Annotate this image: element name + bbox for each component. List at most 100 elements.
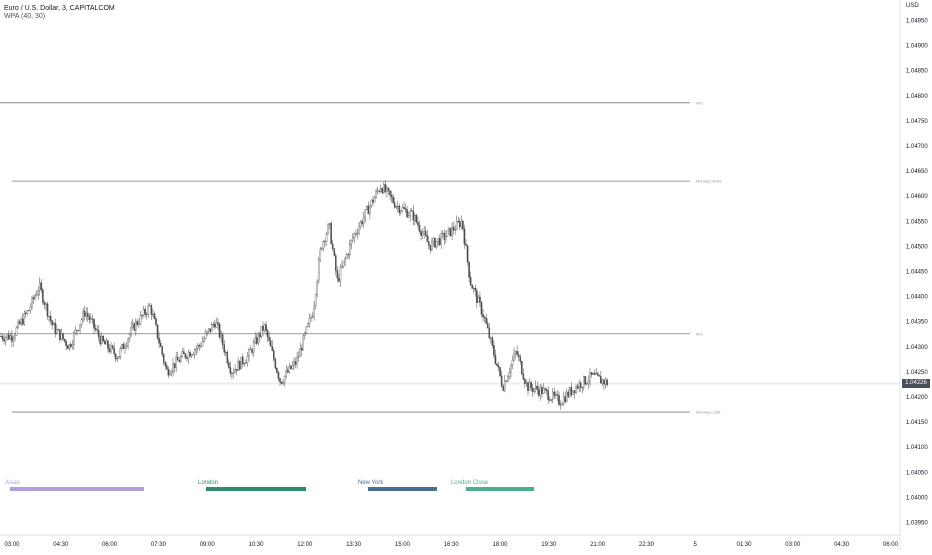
candle-down xyxy=(122,344,125,349)
time-axis[interactable]: 03:00 04:30 06:00 07:30 09:00 10:30 12:00 13:30… xyxy=(4,542,898,548)
candle-down xyxy=(596,372,599,376)
candle-up xyxy=(20,318,22,325)
price-tick-label: 1.04350 xyxy=(906,320,928,326)
candle-up xyxy=(572,390,574,395)
price-tick-label: 1.04450 xyxy=(906,270,928,276)
candle-down xyxy=(167,369,170,376)
candle-down xyxy=(424,230,427,236)
candle-down xyxy=(249,349,252,351)
level-label: Monday HIGH xyxy=(696,179,721,184)
candle-down xyxy=(43,302,46,306)
candle-up xyxy=(375,191,377,198)
price-tick-label: 1.04000 xyxy=(906,495,928,501)
candle-down xyxy=(189,352,191,357)
candle-up xyxy=(528,382,531,391)
candle-up xyxy=(314,294,317,307)
candle-down xyxy=(463,228,466,245)
candle-down xyxy=(114,353,117,360)
candle-down xyxy=(141,314,143,316)
candle-up xyxy=(348,244,351,256)
candle-down xyxy=(499,367,501,376)
price-axis[interactable]: 1.04950 1.04900 1.04850 1.04800 1.04750 1.047… xyxy=(906,19,928,527)
candle-up xyxy=(562,396,565,404)
candle-down xyxy=(545,388,548,391)
candle-down xyxy=(541,387,543,395)
candle-up xyxy=(311,316,314,318)
candle-up xyxy=(525,382,528,384)
candle-up xyxy=(460,220,463,227)
candle-up xyxy=(395,206,398,208)
candle-up xyxy=(131,323,134,328)
time-tick-label: 21:00 xyxy=(590,542,606,548)
candle-up xyxy=(80,319,83,325)
candle-up xyxy=(451,226,453,237)
candle-down xyxy=(238,361,241,370)
candle-down xyxy=(480,302,483,315)
candle-down xyxy=(404,208,407,210)
candle-up xyxy=(60,333,63,340)
price-tick-label: 1.04500 xyxy=(906,244,928,250)
candle-up xyxy=(328,223,331,225)
candle-down xyxy=(468,261,470,278)
candle-up xyxy=(477,296,480,303)
price-tick-label: 1.03950 xyxy=(906,521,928,527)
candle-down xyxy=(494,355,497,364)
candle-up xyxy=(15,327,18,336)
candle-up xyxy=(313,305,315,317)
session-bar xyxy=(10,487,144,491)
chart-title[interactable]: Euro / U.S. Dollar, 3, CAPITALCOM xyxy=(4,5,115,12)
candle-down xyxy=(559,404,562,406)
candle-up xyxy=(555,394,557,396)
candle-up xyxy=(192,354,194,355)
time-tick-label: 03:00 xyxy=(785,542,801,548)
price-tick-label: 1.04600 xyxy=(906,194,928,200)
session-label: New York xyxy=(358,480,384,486)
candle-down xyxy=(449,227,452,237)
candle-down xyxy=(212,323,215,325)
candle-up xyxy=(604,379,607,385)
candle-up xyxy=(359,221,362,228)
last-price-label: 1.04226 xyxy=(902,379,930,388)
candle-down xyxy=(277,372,280,379)
candle-up xyxy=(203,338,205,342)
candle-down xyxy=(107,340,109,349)
price-tick-label: 1.04800 xyxy=(906,94,928,100)
candle-down xyxy=(479,296,481,303)
candle-down xyxy=(412,210,415,221)
candle-down xyxy=(590,372,593,375)
candle-up xyxy=(345,254,348,259)
candle-up xyxy=(446,230,449,237)
candle-up xyxy=(305,326,308,334)
indicator-label[interactable]: WPA (40, 30) xyxy=(4,13,46,20)
candle-down xyxy=(158,338,160,344)
candle-down xyxy=(333,248,336,256)
candle-down xyxy=(42,289,44,303)
candle-up xyxy=(252,342,255,353)
candle-up xyxy=(206,331,208,334)
candle-up xyxy=(503,380,506,391)
candle-down xyxy=(1,336,4,340)
candle-up xyxy=(125,345,128,348)
candle-up xyxy=(304,332,306,336)
candle-up xyxy=(454,229,456,231)
candle-up xyxy=(317,259,320,282)
candle-down xyxy=(268,337,270,341)
candle-up xyxy=(100,335,103,345)
candle-up xyxy=(35,294,38,297)
time-tick-label: 19:30 xyxy=(541,542,557,548)
candle-up xyxy=(82,310,84,320)
candle-up xyxy=(383,184,385,194)
candle-up xyxy=(139,314,142,325)
candle-down xyxy=(223,344,225,353)
candle-down xyxy=(567,391,570,397)
candle-down xyxy=(166,365,168,370)
candle-down xyxy=(556,394,559,396)
candle-down xyxy=(214,324,216,328)
candle-down xyxy=(387,187,390,191)
candle-down xyxy=(102,335,105,342)
candle-up xyxy=(319,248,322,261)
candle-down xyxy=(516,351,518,355)
session-label: Asian xyxy=(5,480,20,486)
